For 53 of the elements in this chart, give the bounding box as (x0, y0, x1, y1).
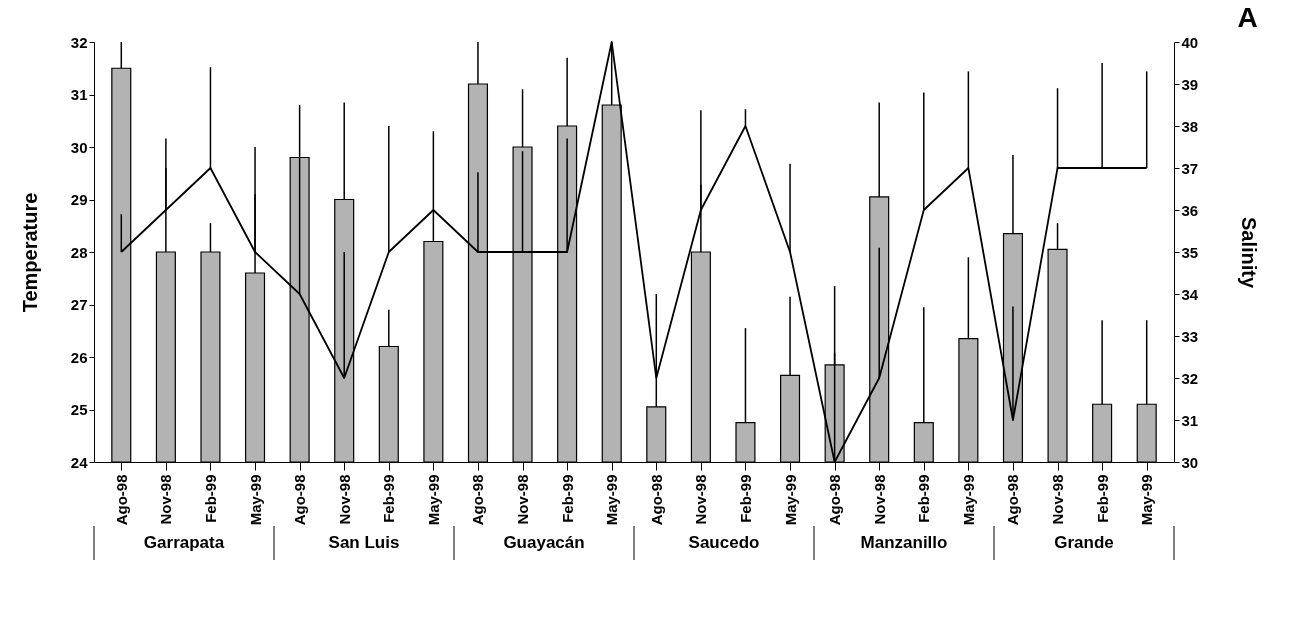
y2-tick-label: 33 (1181, 327, 1199, 345)
y-tick-label: 30 (70, 138, 88, 156)
y-axis-title: Temperature (18, 192, 41, 313)
text: Garrapata (143, 533, 225, 552)
y2-tick-label: 36 (1181, 201, 1199, 219)
y2-tick-label: 32 (1181, 369, 1199, 387)
text: Grande (1054, 533, 1114, 552)
text: Guayacán (503, 533, 585, 552)
x-tick-label: May-99 (603, 474, 621, 526)
y-tick-label: 24 (70, 453, 89, 471)
x-tick-label: Nov-98 (157, 474, 175, 525)
y2-tick-label: 38 (1181, 117, 1199, 135)
x-tick-label: Ago-98 (469, 474, 487, 526)
text: Saucedo (688, 533, 760, 552)
x-tick-label: Feb-99 (201, 474, 219, 523)
x-tick-label: Nov-98 (1049, 474, 1067, 525)
x-tick-label: Ago-98 (647, 474, 665, 526)
y-tick-label: 32 (70, 33, 88, 51)
x-tick-label: May-99 (959, 474, 977, 526)
text: San Luis (328, 533, 400, 552)
y-tick-label: 25 (70, 401, 88, 418)
y-tick-label: 27 (70, 296, 88, 313)
y2-tick-label: 30 (1181, 453, 1199, 471)
x-tick-label: Feb-99 (736, 474, 754, 523)
x-tick-label: Feb-99 (1093, 474, 1111, 523)
y2-tick-label: 40 (1181, 33, 1199, 51)
y2-tick-label: 39 (1181, 75, 1199, 93)
x-tick-label: May-99 (246, 474, 264, 526)
y-tick-label: 29 (70, 191, 88, 208)
y-tick-label: 26 (70, 348, 88, 366)
x-tick-label: Nov-98 (870, 474, 888, 525)
x-tick-label: May-99 (424, 474, 442, 526)
x-tick-label: Ago-98 (112, 474, 130, 526)
x-tick-label: Ago-98 (826, 474, 844, 526)
x-tick-label: Ago-98 (291, 474, 309, 526)
x-tick-label: Nov-98 (692, 474, 710, 525)
y-tick-label: 31 (70, 86, 88, 103)
y-tick-label: 28 (70, 243, 88, 261)
y2-axis-title: Salinity (1238, 216, 1261, 289)
x-tick-label: May-99 (1138, 474, 1156, 526)
x-tick-label: Feb-99 (915, 474, 933, 523)
text: A (1237, 2, 1258, 33)
text: Manzanillo (860, 533, 948, 552)
x-tick-label: Feb-99 (558, 474, 576, 523)
x-tick-label: May-99 (781, 474, 799, 526)
x-tick-label: Ago-98 (1004, 474, 1022, 526)
x-tick-label: Nov-98 (335, 474, 353, 525)
y2-tick-label: 31 (1181, 411, 1199, 429)
x-tick-label: Nov-98 (514, 474, 532, 525)
y2-tick-label: 34 (1181, 285, 1199, 303)
x-tick-label: Feb-99 (380, 474, 398, 523)
y2-tick-label: 35 (1181, 243, 1199, 261)
y2-tick-label: 37 (1181, 159, 1199, 177)
